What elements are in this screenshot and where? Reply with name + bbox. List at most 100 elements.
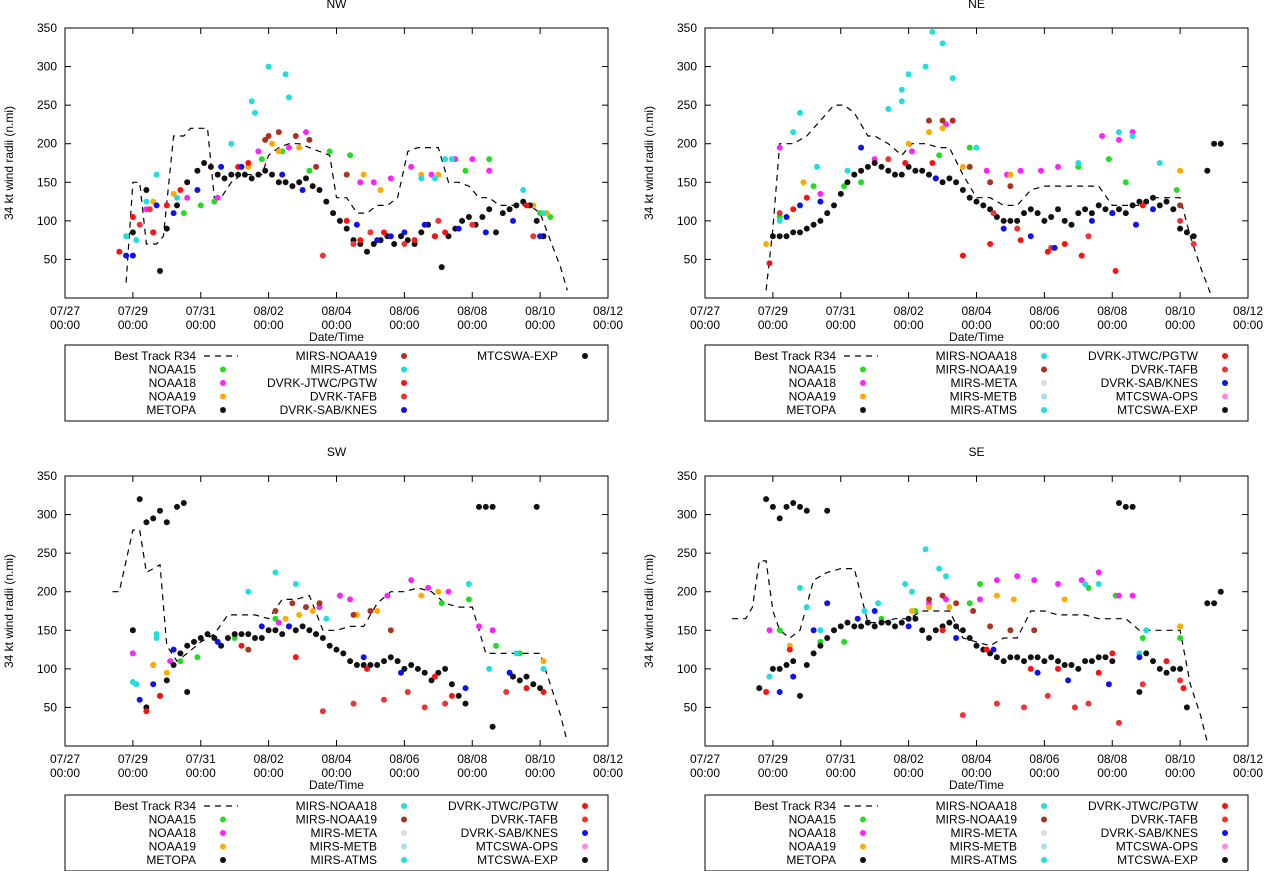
point-metopa xyxy=(885,167,892,174)
point-metopa xyxy=(1190,233,1197,240)
point-metopa xyxy=(1116,206,1122,213)
point-metopa xyxy=(343,225,350,232)
chart-title: SE xyxy=(968,445,984,459)
point-dvrk-jtwc-pgtw xyxy=(431,233,438,240)
point-noaa15 xyxy=(326,148,333,155)
x-tick-label-date: 08/08 xyxy=(457,752,487,766)
legend-dot-swatch xyxy=(582,816,588,823)
point-metopa xyxy=(831,627,837,634)
legend-dot-swatch xyxy=(1222,407,1228,413)
x-tick-label-date: 08/04 xyxy=(961,752,991,766)
point-metopa xyxy=(499,210,506,217)
point-mirs-noaa18 xyxy=(943,573,949,580)
point-noaa15 xyxy=(1177,635,1184,641)
x-tick-label-date: 08/04 xyxy=(321,752,351,766)
legend-dot-swatch xyxy=(860,816,866,823)
point-metopa xyxy=(1109,658,1116,665)
x-tick-label-time: 00:00 xyxy=(593,766,623,780)
legend-dot-swatch xyxy=(1041,366,1047,373)
point-mirs-atms xyxy=(973,144,980,151)
point-noaa18 xyxy=(214,194,221,201)
point-mirs-noaa19 xyxy=(939,592,946,599)
y-axis-label: 34 kt wind radii (n.mi) xyxy=(2,554,16,668)
point-noaa15 xyxy=(776,627,783,634)
point-dvrk-tafb xyxy=(350,241,357,247)
y-tick-label: 150 xyxy=(37,623,57,637)
point-metopa xyxy=(966,194,973,201)
point-noaa18 xyxy=(370,179,377,186)
point-dvrk-sab-knes xyxy=(258,623,265,630)
point-metopa xyxy=(769,233,776,240)
point-metopa xyxy=(926,171,932,178)
point-metopa xyxy=(810,221,817,228)
point-metopa xyxy=(783,662,790,668)
point-metopa xyxy=(374,662,381,668)
point-metopa xyxy=(1102,654,1109,661)
legend-dot-swatch xyxy=(1222,830,1228,836)
point-dvrk-sab-knes xyxy=(238,163,245,170)
point-mirs-noaa19 xyxy=(1031,627,1038,634)
y-tick-label: 250 xyxy=(37,98,57,112)
point-noaa18 xyxy=(184,194,191,201)
point-metopa xyxy=(1014,654,1021,661)
legend-label: DVRK-SAB/KNES xyxy=(461,826,558,840)
y-tick-label: 350 xyxy=(37,469,57,483)
point-metopa xyxy=(255,171,262,178)
y-tick-label: 150 xyxy=(37,175,57,189)
legend-label: MTCSWA-EXP xyxy=(477,349,558,363)
legend-label: Best Track R34 xyxy=(114,349,196,363)
point-metopa xyxy=(1204,600,1211,607)
point-mirs-atms xyxy=(790,129,797,136)
legend-label: NOAA15 xyxy=(149,363,197,377)
point-noaa15 xyxy=(810,183,817,190)
point-metopa xyxy=(143,519,150,526)
legend-dot-swatch xyxy=(220,830,226,836)
point-dvrk-sab-knes xyxy=(123,252,130,259)
point-noaa18 xyxy=(1099,133,1106,139)
legend-label: DVRK-TAFB xyxy=(310,390,377,404)
point-mirs-noaa18 xyxy=(922,546,929,553)
point-dvrk-tafb xyxy=(1071,704,1078,711)
point-metopa xyxy=(381,658,387,665)
x-axis-label: Date/Time xyxy=(949,330,1004,344)
point-metopa xyxy=(1170,206,1177,213)
point-mirs-noaa18 xyxy=(929,28,936,35)
point-metopa xyxy=(353,662,360,668)
point-metopa xyxy=(513,202,520,209)
x-axis-label: Date/Time xyxy=(949,778,1004,792)
point-noaa18 xyxy=(286,144,292,151)
point-metopa xyxy=(1000,658,1007,665)
legend-label: MTCSWA-EXP xyxy=(1117,853,1198,867)
point-noaa19 xyxy=(418,592,425,599)
legend-label: MIRS-NOAA19 xyxy=(296,813,378,827)
y-tick-label: 200 xyxy=(677,137,697,151)
point-metopa xyxy=(1177,225,1184,232)
point-metopa xyxy=(231,631,238,638)
x-tick-label-time: 00:00 xyxy=(1097,766,1127,780)
point-metopa xyxy=(184,642,191,649)
point-metopa xyxy=(858,623,865,630)
legend-label: NOAA15 xyxy=(789,813,837,827)
point-metopa xyxy=(333,646,340,653)
point-mirs-noaa19 xyxy=(245,646,252,653)
point-metopa xyxy=(1095,202,1102,209)
legend-label: MIRS-META xyxy=(951,376,1017,390)
point-mirs-atms xyxy=(323,615,330,622)
point-dvrk-tafb xyxy=(421,704,428,711)
point-metopa xyxy=(797,503,803,510)
chart-title: NW xyxy=(327,0,348,11)
point-dvrk-jtwc-pgtw xyxy=(540,689,547,695)
point-mirs-noaa18 xyxy=(861,608,868,614)
plot-area xyxy=(64,27,609,299)
x-tick-label-date: 07/29 xyxy=(118,752,148,766)
point-metopa xyxy=(336,217,343,224)
point-noaa15 xyxy=(486,156,493,163)
x-tick-label-date: 08/12 xyxy=(593,304,623,318)
x-tick-label-date: 08/08 xyxy=(1097,304,1127,318)
point-mirs-noaa19 xyxy=(949,117,956,124)
point-metopa xyxy=(465,214,472,220)
point-metopa xyxy=(489,723,496,730)
x-tick-label-date: 08/06 xyxy=(389,304,419,318)
point-dvrk-sab-knes xyxy=(1105,681,1112,688)
x-tick-label-date: 08/06 xyxy=(1029,752,1059,766)
